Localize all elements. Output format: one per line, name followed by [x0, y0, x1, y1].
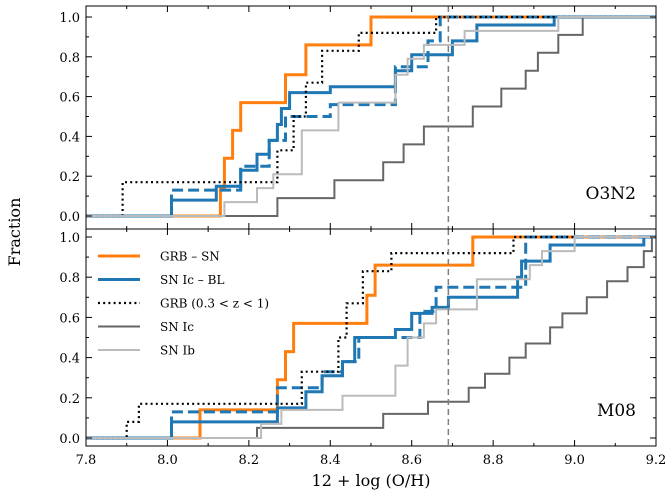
legend-label-sn-ic: SN Ic — [160, 320, 194, 334]
x-tick-label: 8.2 — [239, 453, 260, 468]
legend-label-grb-z: GRB (0.3 < z < 1) — [160, 297, 269, 311]
panel-label: M08 — [597, 401, 636, 421]
legend-label-grb-sn: GRB – SN — [160, 250, 220, 264]
series-line-sn-ic — [86, 236, 656, 439]
x-tick-label: 8.6 — [401, 453, 422, 468]
y-tick-label: 0.6 — [59, 311, 80, 326]
y-tick-label: 0.8 — [59, 51, 80, 66]
y-tick-label: 1.0 — [59, 231, 80, 246]
series-line-grb-sn — [86, 235, 656, 440]
series-line-grb-z — [86, 235, 656, 440]
series-group — [86, 15, 656, 218]
y-axis-label: Fraction — [5, 198, 24, 267]
x-tick-label: 9.2 — [646, 453, 667, 468]
x-tick-label: 8.0 — [157, 453, 178, 468]
y-tick-label: 0.6 — [59, 91, 80, 106]
panel-m08: 0.0 0.2 0.4 0.6 0.8 1.0 7.8 8.0 8.2 8.4 8.6 8.8 9.0 9… — [59, 228, 667, 468]
series-line-sn-icbl — [86, 15, 656, 218]
y-tick-label: 0.2 — [59, 392, 80, 407]
panel-label: O3N2 — [586, 184, 636, 204]
x-axis-label: 12 + log (O/H) — [312, 471, 431, 490]
y-tick-label: 1.0 — [59, 11, 80, 26]
legend-label-sn-ib: SN Ib — [160, 344, 195, 358]
series-line-sn-ib — [86, 236, 656, 439]
y-tick-label: 0.0 — [59, 432, 80, 447]
y-tick-label: 0.4 — [59, 352, 80, 367]
y-tick-label: 0.2 — [59, 170, 80, 185]
series-line-sn-ib — [86, 16, 656, 217]
legend-label-sn-icbl: SN Ic – BL — [160, 273, 224, 287]
series-line-grb-sn — [86, 15, 656, 218]
series-line-grb-z — [86, 15, 656, 218]
x-tick-label: 8.4 — [320, 453, 341, 468]
series-line-sn-icbl-dashed — [86, 15, 656, 218]
series-group — [86, 235, 656, 440]
y-tick-label: 0.4 — [59, 130, 80, 145]
y-tick-label: 0.0 — [59, 210, 80, 225]
x-tick-label: 7.8 — [76, 453, 97, 468]
legend: GRB – SN SN Ic – BL GRB (0.3 < z < 1) SN Ic… — [98, 250, 269, 358]
series-line-sn-ic — [86, 16, 656, 217]
x-tick-label: 9.0 — [564, 453, 585, 468]
y-tick-label: 0.8 — [59, 271, 80, 286]
panel-o3n2: 0.0 0.2 0.4 0.6 0.8 1.0 O3N2 — [59, 5, 657, 230]
x-tick-label: 8.8 — [483, 453, 504, 468]
series-line-sn-icbl-dashed — [86, 235, 656, 440]
